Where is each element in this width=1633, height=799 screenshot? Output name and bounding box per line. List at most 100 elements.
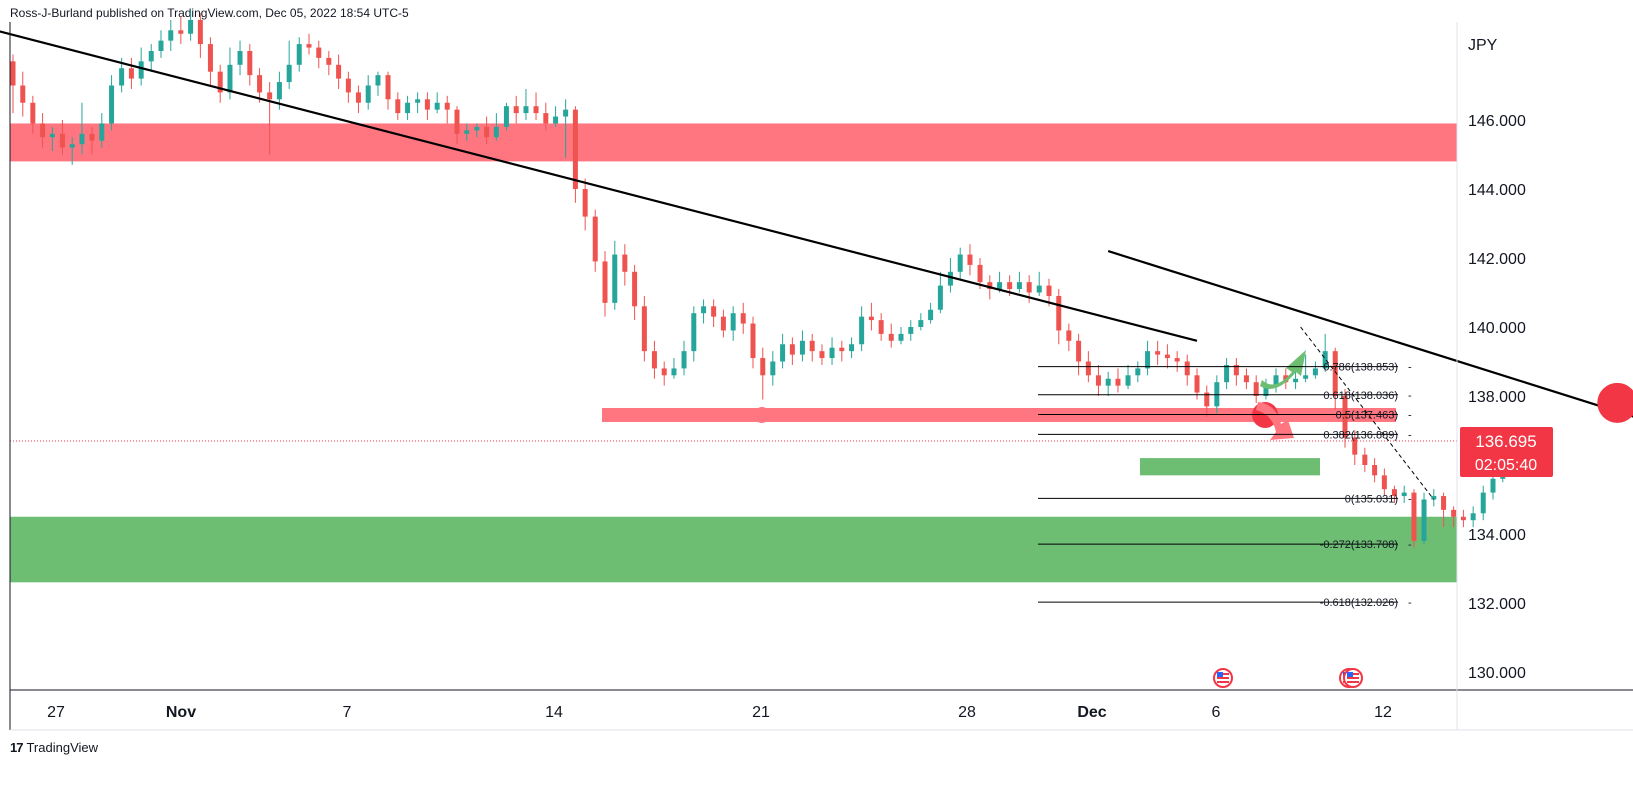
tradingview-logo[interactable]: 17 TradingView	[10, 740, 98, 755]
x-tick-label: 27	[47, 704, 65, 721]
y-tick-label: 130.000	[1468, 665, 1526, 682]
event-flag-stripe	[1217, 681, 1229, 683]
candle-body	[839, 347, 845, 352]
candle-body	[888, 333, 894, 341]
event-flag-icon[interactable]	[1343, 668, 1363, 688]
candle-body	[849, 344, 855, 352]
bar-countdown: 02:05:40	[1475, 457, 1537, 474]
candle-body	[711, 306, 717, 317]
candle-body	[1174, 358, 1180, 362]
candle	[1342, 389, 1348, 448]
publisher-attribution: Ross-J-Burland published on TradingView.…	[10, 6, 409, 20]
candle	[1451, 506, 1457, 528]
candle-body	[424, 99, 430, 110]
candle	[1115, 368, 1121, 393]
event-flag-icon[interactable]	[1213, 668, 1233, 688]
candle-body	[1145, 351, 1151, 369]
candle-body	[908, 327, 914, 334]
currency-label: JPY	[1468, 37, 1498, 54]
candle	[79, 102, 85, 155]
candle-body	[661, 368, 667, 376]
candle	[158, 30, 164, 58]
candle-body	[474, 126, 480, 131]
candle	[957, 247, 963, 279]
candle-body	[464, 130, 470, 134]
candle-body	[415, 99, 421, 103]
candle-body	[622, 254, 628, 272]
dashed-projection-line[interactable]	[1300, 326, 1435, 500]
candle-body	[770, 361, 776, 376]
candle-body	[1293, 378, 1299, 383]
candle	[829, 337, 835, 365]
candle-body	[701, 306, 707, 314]
candle	[937, 271, 943, 314]
candle-body	[1016, 282, 1022, 290]
fib-level-label: 0.5(137.463)	[1336, 410, 1398, 422]
candle	[1056, 289, 1062, 345]
candle-body	[1441, 496, 1447, 510]
candle	[819, 344, 825, 365]
candle	[355, 85, 361, 114]
candle	[1470, 506, 1476, 528]
candle	[1174, 351, 1180, 372]
candle	[1460, 509, 1466, 528]
candle-body	[296, 44, 302, 65]
candle	[316, 40, 322, 69]
candle	[484, 116, 490, 145]
candle	[671, 358, 677, 379]
candle-body	[1007, 282, 1013, 290]
horizontal-level-band[interactable]	[602, 407, 1396, 422]
candle-body	[740, 313, 746, 324]
resistance-zone[interactable]	[10, 123, 1457, 162]
candle-body	[553, 116, 559, 124]
candle	[89, 126, 95, 155]
fib-level-label: 0.382(136.889)	[1323, 429, 1398, 441]
candle	[1243, 368, 1249, 390]
candle-body	[750, 323, 756, 359]
candle	[1184, 354, 1190, 386]
candle	[651, 340, 657, 379]
candle-body	[30, 102, 36, 124]
candle-body	[1273, 375, 1279, 386]
candle	[306, 33, 312, 55]
candle	[582, 178, 588, 231]
candle	[444, 95, 450, 124]
candle-body	[1026, 282, 1032, 293]
support-zone[interactable]	[10, 516, 1457, 583]
candle	[1303, 354, 1309, 383]
pivot-left-marker[interactable]	[753, 406, 770, 423]
candle-body	[89, 133, 95, 141]
candle-body	[197, 19, 203, 45]
candle-body	[1233, 364, 1239, 376]
candle	[1095, 364, 1101, 396]
fib-label-dash: -	[1408, 493, 1412, 505]
candle-body	[454, 109, 460, 134]
candle	[1441, 492, 1447, 528]
candle-body	[1391, 489, 1397, 497]
pivot-confluence-marker[interactable]	[1597, 382, 1633, 423]
candle-body	[799, 340, 805, 355]
candle	[730, 306, 736, 341]
candle	[49, 126, 55, 152]
candle-body	[10, 61, 16, 86]
candle	[681, 340, 687, 376]
candle	[602, 251, 608, 317]
candle	[178, 16, 184, 45]
candle	[1204, 385, 1210, 417]
candle-body	[928, 309, 934, 321]
trendline-lower[interactable]	[1107, 250, 1633, 458]
candle-body	[681, 351, 687, 369]
candle-body	[1253, 382, 1259, 396]
small-support-zone[interactable]	[1140, 458, 1320, 476]
candle	[415, 92, 421, 114]
y-tick-label: 132.000	[1468, 596, 1526, 613]
candle-body	[819, 351, 825, 359]
candle-body	[247, 51, 253, 76]
candle	[849, 337, 855, 359]
trendline-upper[interactable]	[0, 30, 1198, 342]
candle	[454, 106, 460, 145]
y-tick-label: 140.000	[1468, 320, 1526, 337]
candle	[898, 327, 904, 345]
fib-level-label: 0.618(138.036)	[1323, 390, 1398, 402]
